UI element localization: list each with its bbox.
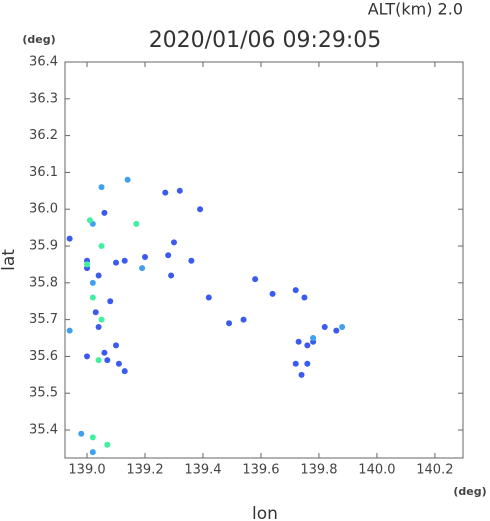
echo-point xyxy=(121,257,128,264)
x-tick-label: 139.0 xyxy=(68,463,105,478)
echo-point xyxy=(98,184,105,191)
echo-point xyxy=(101,349,108,356)
echo-point xyxy=(226,320,233,327)
echo-point xyxy=(84,353,91,360)
echo-point xyxy=(92,309,99,316)
echo-point xyxy=(84,261,91,268)
x-tick-label: 140.2 xyxy=(416,463,453,478)
echo-point xyxy=(165,252,172,259)
echo-point xyxy=(89,449,96,456)
echo-point xyxy=(104,357,111,364)
y-tick-label: 35.6 xyxy=(29,349,58,364)
x-tick-label: 139.4 xyxy=(184,463,221,478)
echo-point xyxy=(98,316,105,323)
y-tick-label: 35.5 xyxy=(29,386,58,401)
echo-point xyxy=(142,254,149,261)
echo-point xyxy=(333,327,340,334)
y-unit: (deg) xyxy=(22,33,55,46)
y-tick-label: 35.7 xyxy=(29,312,58,327)
echo-point xyxy=(197,206,204,213)
y-axis-label: lat xyxy=(0,249,19,271)
echo-point xyxy=(66,235,73,242)
echo-point xyxy=(133,220,140,227)
x-axis-label: lon xyxy=(252,504,278,521)
echo-point xyxy=(89,279,96,286)
echo-point xyxy=(113,342,120,349)
y-tick-label: 36.2 xyxy=(29,128,58,143)
echo-point xyxy=(304,342,311,349)
y-tick-label: 36.0 xyxy=(29,202,58,217)
echo-point xyxy=(121,368,128,375)
echo-point xyxy=(66,327,73,334)
echo-point xyxy=(95,357,102,364)
echo-point xyxy=(269,290,276,297)
echo-point xyxy=(89,294,96,301)
y-tick-label: 35.9 xyxy=(29,239,58,254)
echo-point xyxy=(292,360,299,367)
echo-point xyxy=(139,265,146,272)
echo-point xyxy=(78,430,85,437)
y-tick-label: 36.4 xyxy=(29,55,58,70)
echo-point xyxy=(298,371,305,378)
echo-point xyxy=(310,335,317,342)
echo-point xyxy=(240,316,247,323)
echo-point xyxy=(89,434,96,441)
plot-frame xyxy=(64,61,464,459)
echo-point xyxy=(321,323,328,330)
chart-title: 2020/01/06 09:29:05 xyxy=(149,28,382,53)
echo-point xyxy=(339,323,346,330)
y-tick-label: 36.3 xyxy=(29,91,58,106)
y-tick-label: 35.8 xyxy=(29,275,58,290)
x-tick-label: 140.0 xyxy=(358,463,395,478)
echo-point xyxy=(113,259,120,266)
echo-point xyxy=(101,209,108,216)
x-tick-label: 139.2 xyxy=(126,463,163,478)
x-tick-label: 139.6 xyxy=(242,463,279,478)
echo-point xyxy=(295,338,302,345)
echo-point xyxy=(115,360,122,367)
echo-point xyxy=(162,189,169,196)
echo-point xyxy=(301,294,308,301)
echo-point xyxy=(252,276,259,283)
y-tick-label: 36.1 xyxy=(29,165,58,180)
x-tick-label: 139.8 xyxy=(300,463,337,478)
echo-point xyxy=(188,257,195,264)
echo-point xyxy=(95,323,102,330)
echo-point xyxy=(304,360,311,367)
echo-point xyxy=(124,176,131,183)
echo-point xyxy=(168,272,175,279)
echo-point xyxy=(176,187,183,194)
x-unit: (deg) xyxy=(453,485,486,498)
echo-point xyxy=(205,294,212,301)
echo-point xyxy=(104,441,111,448)
y-tick-label: 35.4 xyxy=(29,423,58,438)
subtitle: ALT(km) 2.0 xyxy=(368,0,463,19)
echo-point xyxy=(95,272,102,279)
echo-point xyxy=(170,239,177,246)
echo-point xyxy=(107,298,114,305)
echo-point xyxy=(98,243,105,250)
echo-point xyxy=(86,217,93,224)
echo-point xyxy=(292,287,299,294)
